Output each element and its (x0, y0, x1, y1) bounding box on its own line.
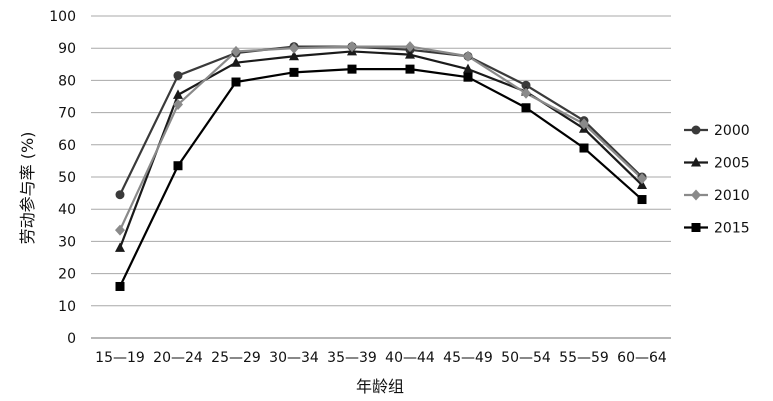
legend-marker-2005 (691, 157, 701, 167)
data-point-2015 (231, 77, 241, 87)
data-markers (115, 41, 647, 291)
legend: 2000 2005 2010 2015 (684, 123, 750, 237)
data-point-2015 (579, 143, 589, 153)
data-point-2015 (115, 281, 125, 291)
legend-label-2005: 2005 (714, 156, 750, 172)
axes: 0 10 20 30 40 50 60 70 80 90 100 15—19 20—24 25—29 30—… (49, 9, 671, 366)
data-point-2015 (521, 103, 531, 113)
y-tick-label: 90 (58, 41, 76, 57)
y-tick-label: 30 (58, 234, 76, 250)
series-line-2015 (119, 68, 643, 287)
x-tick-label: 60—64 (617, 350, 667, 366)
grid-lines (91, 15, 671, 307)
series-line-2000 (119, 45, 643, 196)
y-tick-label: 100 (49, 9, 76, 25)
y-tick-label: 60 (58, 138, 76, 154)
data-point-2015 (405, 64, 415, 74)
data-point-2010 (115, 224, 125, 236)
x-tick-label: 35—39 (327, 350, 377, 366)
data-point-2010 (289, 42, 299, 54)
y-tick-label: 40 (58, 202, 76, 218)
data-point-2005 (405, 49, 415, 59)
data-point-2015 (347, 64, 357, 74)
data-point-2015 (463, 72, 473, 82)
data-point-2010 (579, 118, 589, 130)
x-tick-label: 55—59 (559, 350, 609, 366)
data-point-2015 (173, 161, 183, 171)
data-point-2005 (637, 179, 647, 190)
y-tick-label: 70 (58, 106, 76, 122)
y-axis-title: 劳动参与率 (%) (18, 132, 37, 245)
data-point-2005 (289, 50, 299, 61)
data-point-2015 (289, 67, 299, 77)
data-point-2005 (231, 57, 241, 67)
legend-label-2015: 2015 (714, 221, 750, 237)
data-point-2005 (115, 242, 125, 252)
data-point-2010 (347, 41, 357, 53)
series-line-2010 (119, 45, 643, 231)
data-point-2005 (463, 63, 473, 74)
data-point-2010 (405, 41, 415, 53)
x-tick-label: 30—34 (269, 350, 319, 366)
y-tick-label: 0 (67, 331, 76, 347)
data-point-2010 (521, 87, 531, 99)
data-point-2005 (173, 89, 183, 99)
x-axis-title: 年龄组 (356, 377, 404, 396)
legend-label-2010: 2010 (714, 188, 750, 204)
x-tick-label: 25—29 (211, 350, 261, 366)
data-point-2010 (173, 99, 183, 111)
y-tick-label: 50 (58, 170, 76, 186)
data-point-2010 (463, 50, 473, 62)
x-tick-label: 45—49 (443, 350, 493, 366)
data-point-2015 (637, 195, 647, 205)
series-lines (118, 45, 643, 287)
x-tick-label: 40—44 (385, 350, 435, 366)
legend-marker-2000 (691, 125, 701, 135)
data-point-2010 (637, 173, 647, 185)
data-point-2010 (231, 45, 241, 57)
x-tick-label: 15—19 (95, 350, 145, 366)
y-tick-label: 10 (58, 299, 76, 315)
y-tick-label: 80 (58, 73, 76, 89)
data-point-2000 (115, 190, 125, 200)
legend-label-2000: 2000 (714, 123, 750, 139)
data-point-2000 (521, 80, 531, 90)
legend-marker-2010 (691, 189, 701, 201)
x-tick-label: 20—24 (153, 350, 203, 366)
y-tick-label: 20 (58, 267, 76, 283)
data-point-2000 (173, 71, 183, 81)
x-tick-label: 50—54 (501, 350, 551, 366)
legend-marker-2015 (691, 223, 701, 232)
